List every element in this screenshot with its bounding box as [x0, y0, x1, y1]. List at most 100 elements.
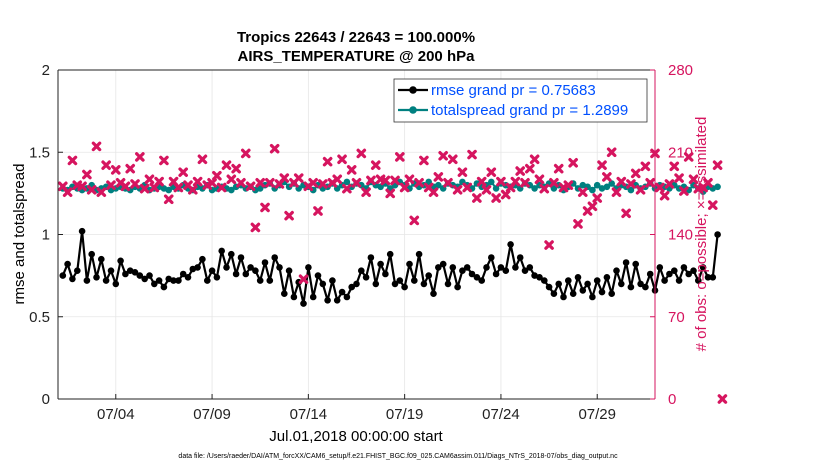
obs-count-point [491, 193, 501, 203]
rmse-point [497, 264, 505, 271]
obs-marker-stroke [688, 174, 699, 185]
obs-count-point [481, 185, 492, 195]
obs-marker-stroke [703, 178, 713, 188]
rmse-point [333, 297, 341, 304]
obs-count-point [62, 187, 73, 197]
obs-marker-stroke [221, 160, 232, 170]
legend: rmse grand pr = 0.75683 totalspread gran… [393, 78, 648, 123]
obs-count-point [496, 176, 506, 187]
rmse-point [242, 270, 250, 278]
obs-count-point [395, 152, 405, 162]
rmse-point [680, 264, 688, 271]
obs-marker-stroke [558, 182, 569, 193]
rmse-point [74, 267, 81, 275]
obs-count-point [135, 152, 145, 162]
rmse-point [107, 267, 115, 275]
obs-count-point [265, 178, 275, 188]
obs-marker-stroke [717, 394, 728, 404]
rmse-point [512, 264, 519, 271]
obs-marker-stroke [462, 182, 473, 193]
grid-layer [58, 69, 655, 400]
x-tick-label: 07/24 [482, 406, 520, 423]
rmse-point [353, 280, 360, 288]
rmse-point [565, 277, 572, 284]
obs-marker-stroke [86, 185, 97, 195]
obs-marker-stroke [269, 143, 280, 154]
axes-layer: 07/04 07/09 07/14 07/19 07/24 07/29 0 0.5 1 1.5 2 0… [29, 62, 693, 423]
obs-count-point [279, 173, 290, 183]
x-tick-label: 07/09 [193, 406, 231, 423]
legend-rmse-label: rmse grand pr = 0.75683 [431, 82, 596, 99]
obs-marker-stroke [395, 152, 405, 162]
obs-count-point [250, 222, 261, 233]
obs-marker-stroke [640, 161, 651, 172]
rmse-point [155, 277, 163, 284]
obs-count-point [101, 160, 111, 170]
rmse-point [146, 272, 153, 279]
rmse-point [425, 272, 433, 279]
obs-marker-stroke [645, 178, 655, 188]
obs-count-point [553, 163, 564, 174]
obs-count-point [659, 190, 670, 201]
rmse-point [444, 280, 452, 288]
spread-point [256, 185, 264, 192]
rmse-point [314, 272, 322, 279]
rmse-point [396, 277, 404, 284]
obs-marker-stroke [399, 182, 410, 193]
spread-point [488, 178, 495, 186]
obs-marker-stroke [313, 206, 323, 216]
rmse-point [194, 264, 201, 271]
obs-count-point [679, 186, 689, 196]
obs-count-point [346, 165, 357, 175]
obs-marker-stroke [226, 174, 237, 185]
obs-marker-stroke [212, 170, 222, 181]
spread-point [608, 180, 615, 187]
obs-count-point [683, 152, 694, 162]
obs-count-point [361, 187, 371, 197]
rmse-point [709, 274, 717, 281]
rmse-point [151, 280, 158, 288]
rmse-point [372, 280, 380, 288]
obs-marker-stroke [173, 182, 184, 193]
obs-marker-stroke [240, 148, 251, 159]
obs-marker-stroke [433, 172, 444, 182]
obs-marker-stroke [101, 160, 111, 170]
rmse-point [478, 277, 486, 284]
rmse-point [488, 254, 495, 261]
rmse-point [675, 277, 683, 284]
obs-marker-stroke [293, 173, 304, 183]
obs-count-point [577, 187, 588, 197]
obs-count-point [597, 160, 607, 170]
rmse-point [290, 293, 298, 301]
rmse-point [627, 283, 635, 291]
rmse-point [483, 264, 490, 271]
obs-marker-stroke [231, 163, 241, 174]
obs-marker-stroke [457, 167, 468, 178]
obs-marker-stroke [452, 185, 463, 195]
rmse-point [160, 283, 168, 291]
rmse-point [598, 288, 606, 296]
y-tick-label: 1.5 [29, 144, 50, 161]
obs-marker-stroke [265, 178, 275, 188]
rmse-point [319, 280, 327, 288]
obs-marker-stroke [385, 188, 396, 199]
rmse-point [593, 277, 601, 284]
obs-marker-stroke [260, 202, 270, 213]
obs-marker-stroke [626, 179, 636, 189]
rmse-point [348, 283, 356, 291]
obs-count-point [573, 219, 583, 229]
obs-count-point [154, 176, 164, 187]
rmse-point [136, 272, 144, 279]
obs-count-point [370, 160, 381, 170]
obs-count-point [298, 274, 309, 284]
obs-marker-stroke [669, 161, 680, 172]
spread-point [165, 186, 172, 194]
obs-marker-stroke [683, 152, 694, 162]
obs-count-point [616, 176, 627, 187]
obs-marker-stroke [207, 178, 217, 188]
rmse-point [88, 250, 95, 258]
obs-count-point [173, 182, 184, 193]
obs-count-point [159, 155, 169, 166]
rmse-point [699, 264, 707, 271]
obs-marker-stroke [130, 179, 140, 189]
